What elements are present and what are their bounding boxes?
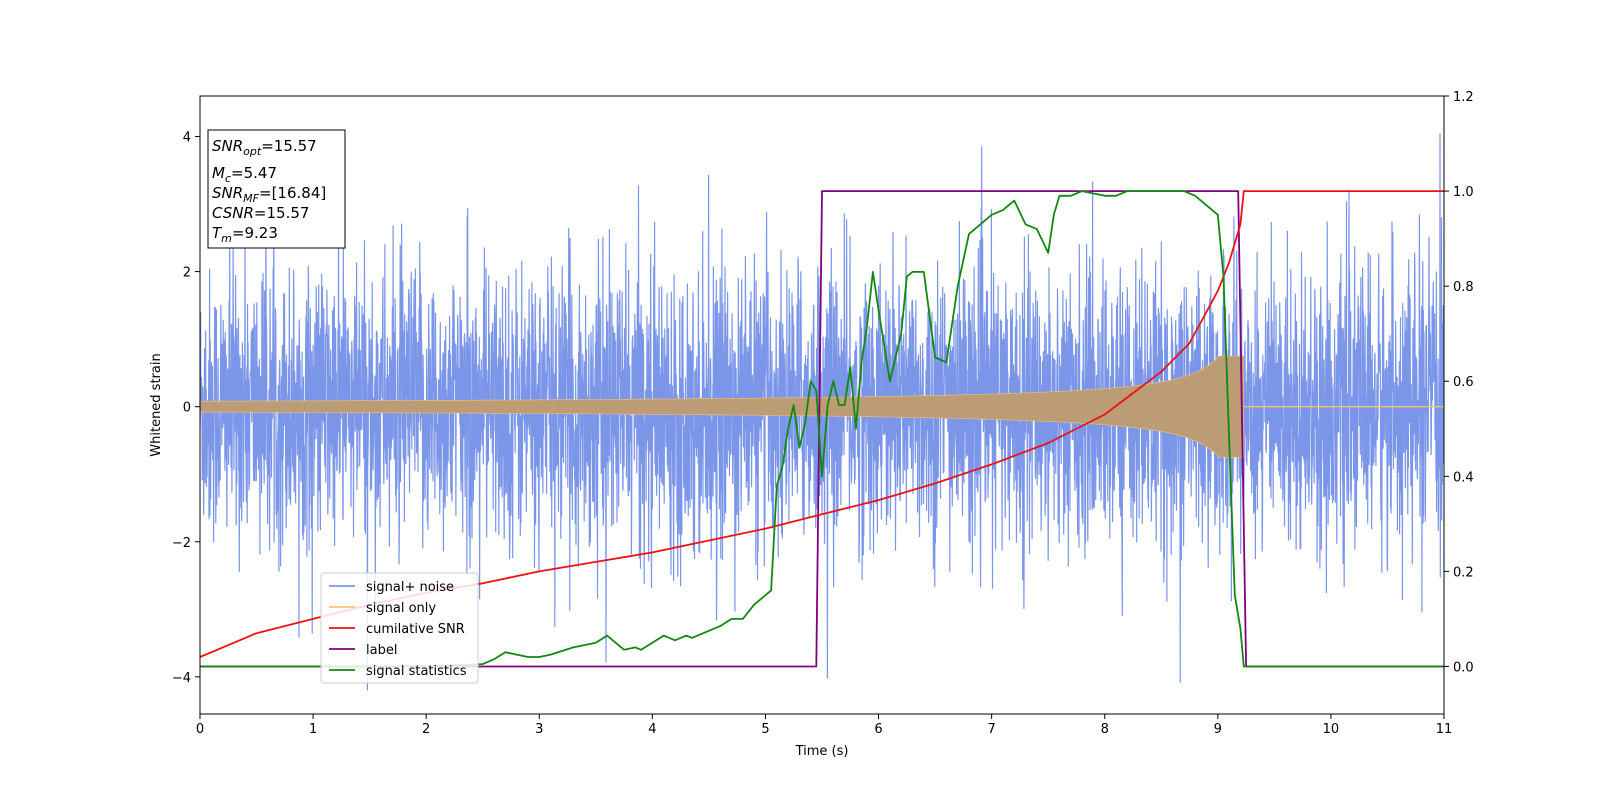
x-tick-label: 11 xyxy=(1436,722,1453,737)
plot-area xyxy=(200,133,1444,691)
info-box-frame xyxy=(207,129,346,249)
legend-entry: label xyxy=(366,643,397,658)
axes-frame xyxy=(199,95,1445,715)
x-tick-label: 8 xyxy=(1101,722,1109,737)
info-csnr: CSNR=15.57 xyxy=(212,204,309,222)
left-y-tick-label: 2 xyxy=(183,266,191,281)
series-signal-statistics-line xyxy=(200,190,1444,668)
right-y-tick-label: 1.2 xyxy=(1453,90,1474,105)
right-y-axis-ticks: 0.0 0.2 0.4 0.6 0.8 1.0 1.2 xyxy=(1444,90,1474,675)
x-tick-label: 6 xyxy=(874,722,882,737)
x-tick-label: 3 xyxy=(535,722,543,737)
x-tick-label: 2 xyxy=(422,722,430,737)
y-axis-label: Whitened strain xyxy=(149,353,164,456)
left-y-tick-label: −4 xyxy=(172,671,191,686)
left-y-tick-label: −2 xyxy=(172,536,191,551)
right-y-tick-label: 0.4 xyxy=(1453,470,1474,485)
right-y-tick-label: 0.0 xyxy=(1453,660,1474,675)
x-tick-label: 4 xyxy=(648,722,656,737)
legend-entry: signal+ noise xyxy=(366,580,454,595)
legend-entry: cumilative SNR xyxy=(366,622,465,637)
info-merger-time: Tm=9.23 xyxy=(212,224,278,245)
x-tick-label: 9 xyxy=(1214,722,1222,737)
x-tick-label: 7 xyxy=(987,722,995,737)
x-axis-label: Time (s) xyxy=(795,744,849,759)
legend-frame xyxy=(320,572,479,684)
x-tick-label: 1 xyxy=(309,722,317,737)
x-tick-label: 10 xyxy=(1323,722,1340,737)
right-y-tick-label: 0.6 xyxy=(1453,375,1474,390)
right-y-tick-label: 0.2 xyxy=(1453,565,1474,580)
legend-entry: signal statistics xyxy=(366,664,467,679)
info-snr-opt: SNRopt=15.57 xyxy=(212,137,317,158)
info-box: SNRopt=15.57 Mc=5.47 SNRMF=[16.84] CSNR=… xyxy=(207,129,346,249)
left-y-tick-label: 4 xyxy=(183,131,191,146)
right-y-tick-label: 0.8 xyxy=(1453,280,1474,295)
left-y-tick-label: 0 xyxy=(183,401,191,416)
legend: signal+ noise signal only cumilative SNR la… xyxy=(320,572,479,684)
left-y-axis-ticks: −4 −2 0 2 4 xyxy=(172,131,200,686)
series-signal-only-envelope xyxy=(200,355,1245,458)
x-axis-ticks: 0 1 2 3 4 5 6 7 8 9 10 11 xyxy=(196,714,1452,737)
x-tick-label: 5 xyxy=(761,722,769,737)
right-y-tick-label: 1.0 xyxy=(1453,185,1474,200)
x-tick-label: 0 xyxy=(196,722,204,737)
info-snr-mf: SNRMF=[16.84] xyxy=(212,184,326,205)
legend-entry: signal only xyxy=(366,601,436,616)
info-chirp-mass: Mc=5.47 xyxy=(212,164,277,185)
